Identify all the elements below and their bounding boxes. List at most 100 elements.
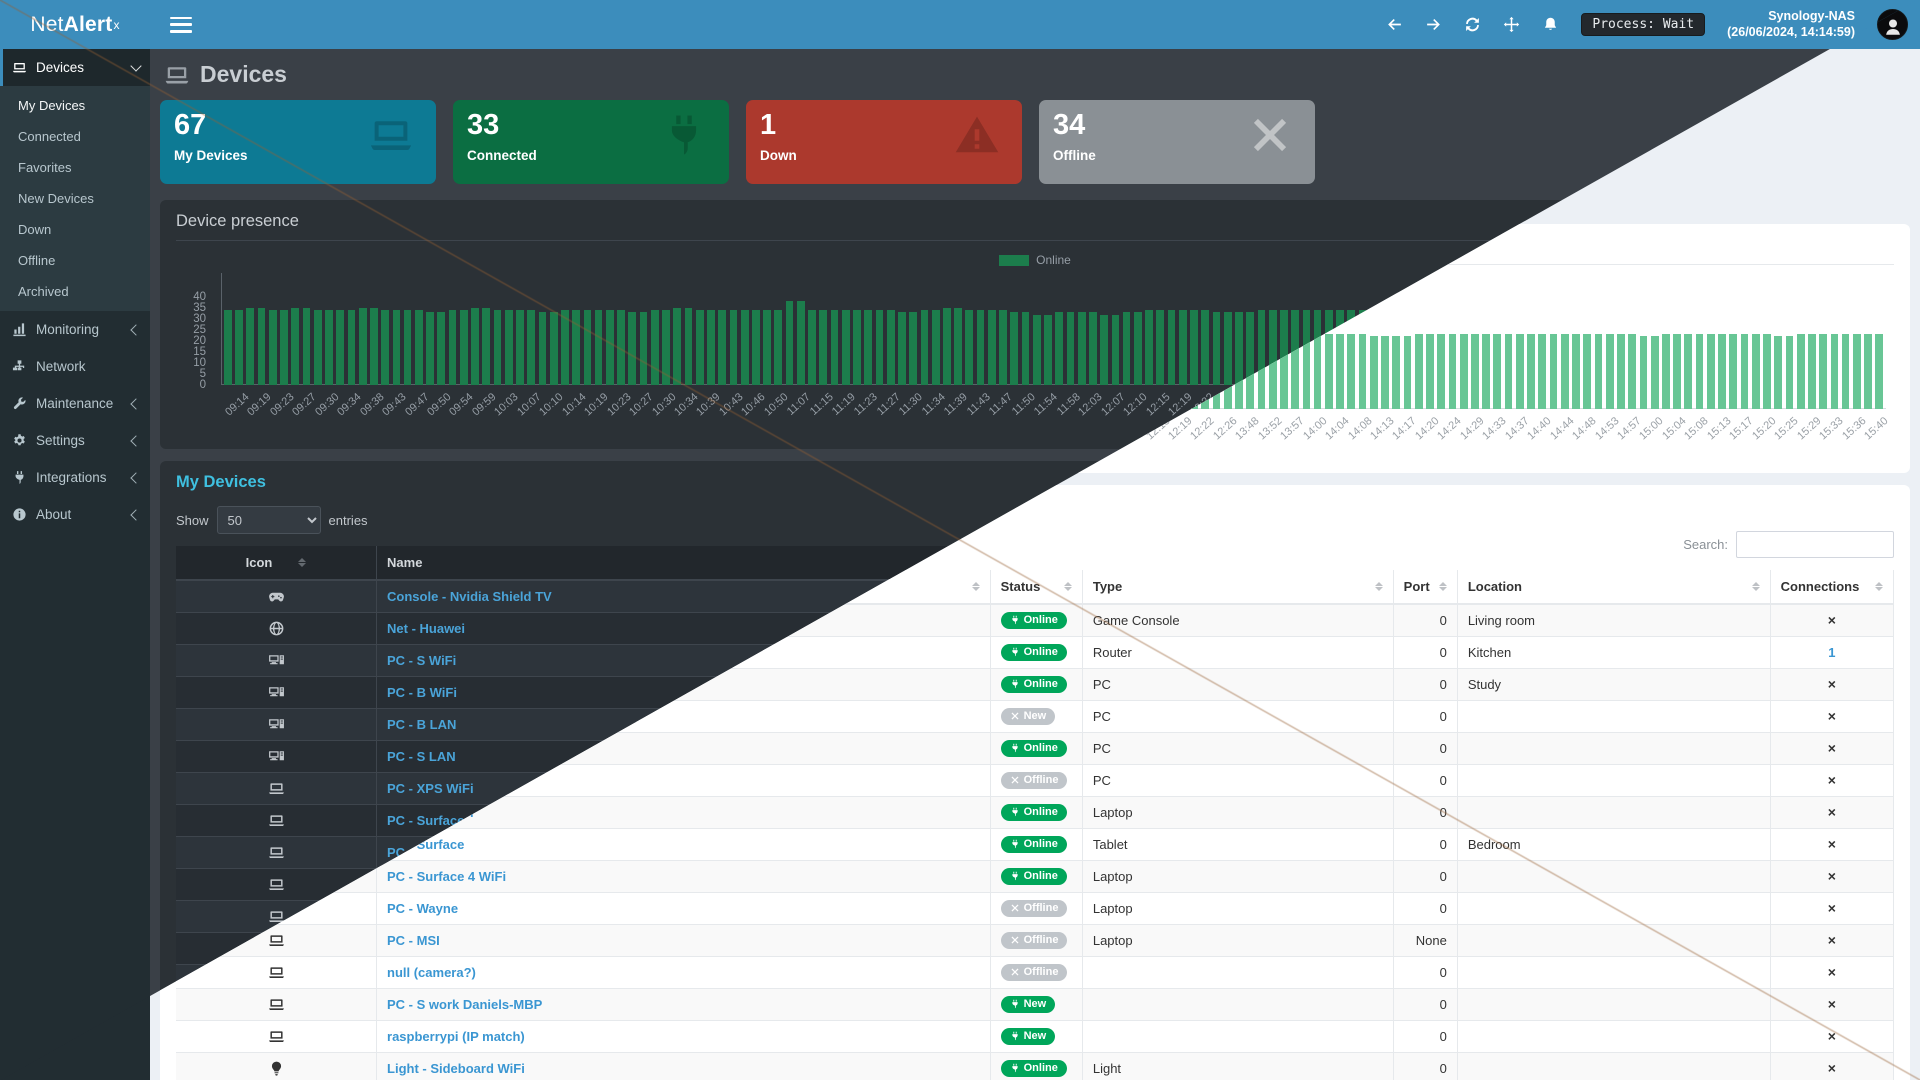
column-header-location[interactable]: Location [1457,570,1771,605]
device-icon-cell [176,708,378,741]
sidebar-subitem-connected[interactable]: Connected [18,129,81,144]
no-connections-x-icon: × [1827,676,1836,692]
forward-arrow-icon[interactable] [1425,16,1442,33]
column-header-port[interactable]: Port [1393,570,1458,605]
xmark-icon [1247,112,1293,158]
sort-icon[interactable] [1438,582,1447,591]
plug-icon [1010,615,1020,625]
summary-card-my-devices[interactable]: 67 My Devices [160,100,436,184]
device-name-link[interactable]: PC - Surface [387,812,465,828]
chart-bar [841,310,850,385]
status-badge-label: Online [1023,613,1058,626]
device-location-cell [1457,700,1771,733]
sidebar-subitem-offline[interactable]: Offline [18,253,56,268]
x-tick-slot: 15:17 [1727,409,1755,461]
sidebar-subitem-new-devices[interactable]: New Devices [18,191,94,206]
device-name-link[interactable]: Net - Huawei [387,620,466,636]
device-name-link[interactable]: PC - Wayne [387,900,459,916]
column-header-connections[interactable]: Connections [1770,570,1895,605]
column-header-status[interactable]: Status [990,570,1083,605]
card-value: 33 [467,109,500,141]
chart-bar [1133,312,1142,385]
warning-icon [954,112,1000,158]
laptop-icon [268,931,285,946]
summary-card-connected[interactable]: 33 Connected [453,100,729,184]
device-name-link[interactable]: PC - Surface 4 WiFi [387,868,507,884]
sort-icon[interactable] [1063,582,1072,591]
chart-bar [471,308,479,385]
status-badge-label: Online [1023,1061,1058,1074]
move-icon[interactable] [1503,16,1520,33]
column-header-inner: Status [1001,579,1072,594]
chart-bar [1055,312,1064,385]
device-name-link[interactable]: PC - S work Daniels-MBP [387,996,543,1012]
chart-bar [336,310,345,385]
sidebar-subitem-down[interactable]: Down [18,222,52,237]
card-value: 67 [174,109,207,141]
device-connections-cell: × [1770,668,1895,701]
chart-bar [898,312,906,385]
device-name-link[interactable]: PC - XPS WiFi [387,780,474,796]
device-name-link[interactable]: Console - Nvidia Shield TV [387,588,552,604]
sidebar-item-network[interactable]: Network [0,348,150,385]
device-name-link[interactable]: PC - B LAN [387,716,457,732]
column-header-name[interactable]: Name [376,546,991,581]
my-devices-panel: My Devices Show 50 entries Search: IconN… [160,485,1910,1080]
device-port-cell: None [1393,924,1458,957]
chart-bar [1190,310,1198,385]
device-name-link[interactable]: null (camera?) [387,964,476,980]
device-type-cell: Light [1082,1052,1394,1080]
device-name-link[interactable]: PC - S WiFi [387,652,457,668]
chart-bar [1875,334,1884,409]
search-input[interactable] [1736,530,1894,558]
plug-icon [1010,1031,1020,1041]
x-tick-slot: 11:34 [919,385,948,437]
chart-bar [1852,334,1861,409]
summary-card-offline[interactable]: 34 Offline [1039,100,1315,184]
sidebar-subitem-my-devices[interactable]: My Devices [18,98,86,113]
chart-bar [1111,314,1120,385]
sidebar-item-settings[interactable]: Settings [0,422,150,459]
chart-bar [594,310,603,385]
sort-icon[interactable] [1374,582,1383,591]
sort-icon[interactable] [298,558,307,567]
sidebar-item-monitoring[interactable]: Monitoring [0,311,150,348]
chart-bar [1044,314,1052,385]
column-header-icon[interactable]: Icon [176,546,378,581]
sidebar-item-integrations[interactable]: Integrations [0,459,150,496]
device-name-cell: PC - MSI [376,924,991,957]
back-arrow-icon[interactable] [1386,16,1403,33]
x-icon [1010,967,1020,977]
connections-count-link[interactable]: 1 [1828,644,1836,660]
sort-icon[interactable] [971,582,980,591]
device-name-link[interactable]: PC - S LAN [387,748,456,764]
sidebar-toggle-icon[interactable] [170,16,192,33]
sort-icon[interactable] [1875,582,1883,591]
device-name-link[interactable]: PC - MSI [387,932,440,948]
sidebar-subitem-archived[interactable]: Archived [18,284,69,299]
chart-bar [1504,334,1513,409]
sidebar-subitem-favorites[interactable]: Favorites [18,160,72,175]
desktop-icon [268,747,285,762]
x-tick-slot: 12:26 [1211,409,1239,461]
sidebar-item-maintenance[interactable]: Maintenance [0,385,150,422]
column-header-type[interactable]: Type [1082,570,1394,605]
chart-bar [392,310,401,385]
summary-card-down[interactable]: 1 Down [746,100,1022,184]
page-size-select[interactable]: 50 [216,506,321,534]
y-tick-label: 5 [199,368,206,380]
device-name-link[interactable]: PC - B WiFi [387,684,457,700]
card-label: Down [760,147,797,163]
chart-bar [561,310,569,385]
bell-icon[interactable] [1542,16,1559,33]
sort-icon[interactable] [1751,582,1760,591]
chart-bar [1156,310,1165,385]
refresh-icon[interactable] [1464,16,1481,33]
device-name-link[interactable]: raspberrypi (IP match) [387,1028,525,1044]
sidebar-item-devices[interactable]: Devices [0,49,150,86]
chart-bar [1538,334,1547,409]
sidebar-item-about[interactable]: About [0,496,150,533]
x-tick-slot: 14:53 [1593,409,1621,461]
device-name-link[interactable]: Light - Sideboard WiFi [387,1060,525,1076]
